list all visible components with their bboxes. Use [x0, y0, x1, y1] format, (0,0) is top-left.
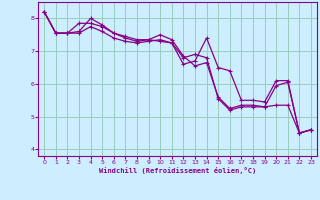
- X-axis label: Windchill (Refroidissement éolien,°C): Windchill (Refroidissement éolien,°C): [99, 167, 256, 174]
